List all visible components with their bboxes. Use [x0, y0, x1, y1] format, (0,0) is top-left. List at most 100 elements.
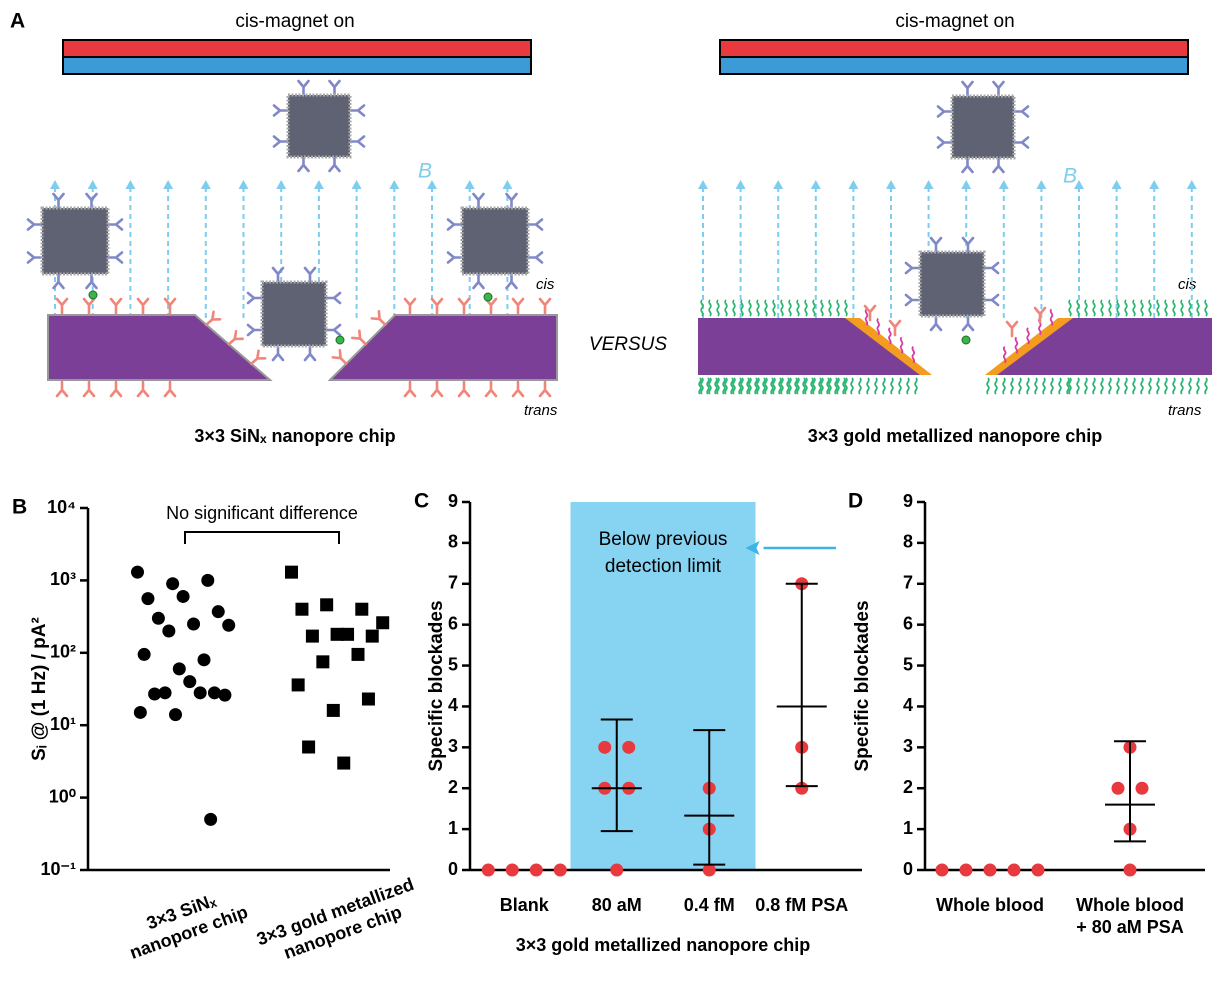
y-tick-label: 2 [903, 777, 913, 797]
y-tick-label: 8 [448, 532, 458, 552]
membrane [990, 318, 1212, 375]
antibody-shape [888, 319, 902, 337]
antibody-shape [52, 272, 65, 290]
data-point [610, 863, 624, 877]
peg-chain [762, 377, 766, 395]
antibody [271, 344, 285, 362]
data-point [172, 662, 186, 676]
side-label: trans [1168, 402, 1202, 419]
data-point [176, 589, 190, 603]
antibody [52, 272, 65, 290]
antibody [982, 293, 1000, 307]
peg-chain [756, 377, 760, 395]
antibody [961, 80, 974, 98]
data-point [320, 598, 334, 612]
field-arrowhead [502, 180, 513, 189]
antibody-shape [863, 304, 877, 322]
antibody-shape [348, 104, 366, 117]
peg-chain [748, 299, 752, 317]
y-tick-label: 1 [903, 818, 913, 838]
antibody-shape [446, 218, 464, 231]
antibody-shape [511, 297, 525, 315]
data-point [141, 592, 155, 606]
y-tick-label: 7 [448, 573, 458, 593]
peg-chain [812, 299, 816, 317]
antibody [430, 380, 444, 398]
antibody-shape [1005, 320, 1019, 338]
antibody-shape [370, 310, 387, 327]
peg-chain [1116, 299, 1120, 317]
panel-label: D [848, 490, 863, 513]
antibody [328, 79, 341, 97]
peg-chain [804, 377, 808, 395]
peg-chain [882, 377, 886, 395]
gold-layer [985, 318, 1073, 375]
antibody [904, 261, 922, 275]
antibody [82, 380, 96, 398]
data-point [361, 692, 375, 706]
antibody [472, 272, 485, 290]
antibody-shape [904, 261, 922, 275]
peg-chain [899, 336, 904, 354]
antibody-shape [1012, 136, 1030, 149]
field-arrowhead [1186, 180, 1197, 189]
peg-chain [698, 377, 702, 395]
y-axis-label: Specific blockades [426, 600, 447, 771]
antibody-shape [109, 297, 123, 315]
antibody [324, 323, 342, 337]
peg-chain [1124, 377, 1128, 395]
x-axis-label: 3×3 gold metallized nanopore chip [515, 935, 811, 955]
antibody-shape [472, 272, 485, 290]
antibody [297, 155, 310, 173]
peg-chain [1132, 299, 1136, 317]
data-point [351, 647, 365, 661]
peg-chain [740, 299, 744, 317]
peg-chain [1164, 377, 1168, 395]
antibody-shape [297, 155, 310, 173]
peg-chain [740, 377, 744, 395]
antibody-shape [526, 218, 544, 231]
y-tick-label: 6 [448, 613, 458, 633]
peg-chain [716, 377, 720, 395]
peg-chain [1204, 299, 1208, 317]
antibody-shape [246, 291, 264, 305]
antibody [1012, 105, 1030, 118]
antibody [246, 323, 264, 337]
field-arrowhead [464, 180, 475, 189]
side-label: cis [536, 276, 555, 293]
antibody-shape [109, 380, 123, 398]
antibody [246, 291, 264, 305]
magnet-label: cis-magnet on [235, 11, 354, 32]
antibody-shape [457, 297, 471, 315]
peg-chain [754, 377, 758, 395]
antibody-shape [136, 380, 150, 398]
antibody [446, 251, 464, 264]
peg-chain [1124, 299, 1128, 317]
field-arrowhead [698, 180, 708, 189]
antibody [446, 218, 464, 231]
peg-chain [810, 377, 814, 395]
peg-chain [986, 377, 990, 395]
antibody [55, 297, 69, 315]
antibody [26, 251, 44, 264]
antibody-shape [227, 329, 244, 346]
bead [260, 280, 328, 348]
data-point [935, 863, 949, 877]
highlight-region [570, 502, 756, 870]
magnet-north [719, 39, 1189, 58]
data-point [137, 647, 151, 661]
antibody-shape [961, 314, 975, 332]
field-arrowhead [1111, 180, 1122, 189]
y-tick-label: 6 [903, 613, 913, 633]
antibody [328, 155, 341, 173]
antibody [136, 297, 150, 315]
antibody-shape [929, 314, 943, 332]
y-tick-label: 3 [903, 736, 913, 756]
peg-chain [864, 308, 869, 326]
antibody-shape [904, 293, 922, 307]
antibody [55, 380, 69, 398]
y-axis-label: Sᵢ @ (1 Hz) / pA² [29, 617, 50, 761]
antibody-shape [26, 218, 44, 231]
x-tick-label: 0.4 fM [683, 895, 735, 915]
